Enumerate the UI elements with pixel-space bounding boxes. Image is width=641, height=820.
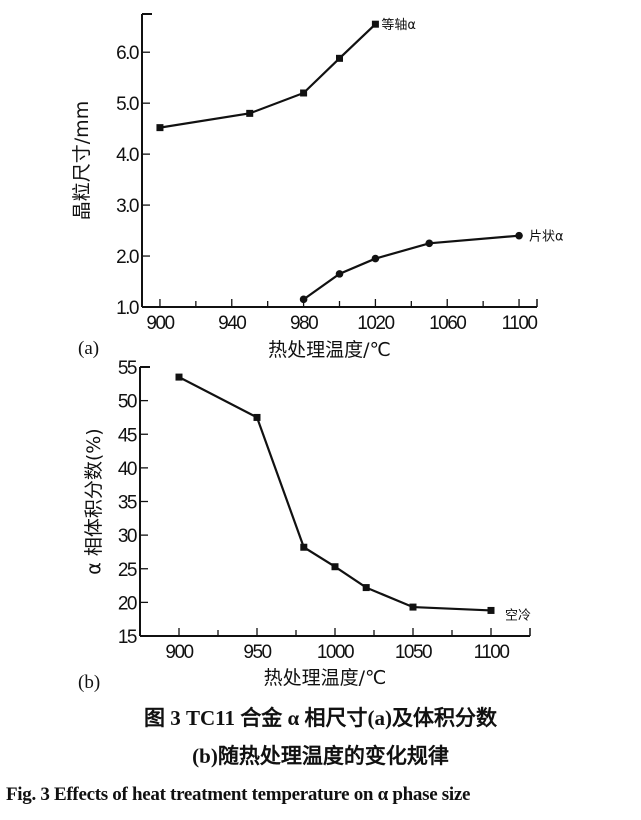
data-point — [425, 239, 434, 248]
x-axis-label: 热处理温度/℃ — [268, 339, 391, 361]
data-point — [300, 89, 308, 97]
data-point — [409, 603, 417, 611]
x-tick-label: 1020 — [357, 313, 394, 334]
x-tick-label: 1100 — [474, 642, 510, 663]
figure-canvas: 900 940 980 1020 1060 1100 1.0 2.0 3.0 4.0 5.0 6.0 热… — [71, 13, 564, 693]
y-tick-label: 6.0 — [116, 43, 139, 64]
caption-line-1: 图 3 TC11 合金 α 相尺寸(a)及体积分数 — [144, 706, 497, 730]
x-tick-label: 1050 — [395, 642, 432, 663]
series-line — [302, 234, 520, 301]
x-tick-label: 940 — [218, 313, 246, 334]
chart-b: 900 950 1000 1050 1100 15 20 25 30 35 40 45 50 55 热处理温… — [78, 358, 531, 693]
data-point — [371, 254, 380, 263]
x-axis-label: 热处理温度/℃ — [264, 667, 387, 689]
y-tick-label: 40 — [118, 459, 137, 480]
series-line — [178, 376, 492, 612]
y-tick-label: 3.0 — [116, 196, 139, 217]
panel-label: (a) — [78, 338, 99, 359]
data-point — [156, 124, 164, 132]
series-line — [159, 23, 377, 129]
y-tick-label: 1.0 — [116, 298, 139, 319]
y-tick-label: 50 — [118, 392, 137, 413]
data-point — [336, 54, 343, 62]
y-axis-label: α 相体积分数(%) — [83, 428, 105, 574]
caption-line-2: (b)随热处理温度的变化规律 — [192, 744, 449, 768]
x-tick-label: 950 — [243, 642, 271, 663]
x-tick-label: 1060 — [429, 313, 466, 334]
data-point — [175, 373, 183, 381]
y-tick-label: 5.0 — [116, 94, 139, 115]
chart-a: 900 940 980 1020 1060 1100 1.0 2.0 3.0 4.0 5.0 6.0 热… — [71, 13, 564, 361]
data-point — [246, 109, 254, 117]
data-point — [253, 413, 261, 421]
series-label: 空冷 — [505, 608, 531, 623]
data-point — [487, 606, 495, 614]
y-axis-label: 晶粒尺寸/mm — [71, 101, 93, 220]
series-label: 等轴α — [381, 17, 416, 33]
data-point — [331, 563, 339, 571]
y-tick-label: 35 — [118, 493, 137, 514]
y-tick-label: 2.0 — [116, 247, 139, 268]
data-point — [335, 270, 344, 278]
caption-line-3: Fig. 3 Effects of heat treatment tempera… — [6, 784, 471, 805]
y-tick-label: 20 — [118, 593, 137, 614]
panel-label: (b) — [78, 672, 100, 693]
data-point — [371, 20, 379, 28]
x-tick-label: 1000 — [317, 642, 354, 663]
y-tick-label: 55 — [118, 358, 137, 379]
data-point — [515, 231, 523, 240]
y-tick-label: 30 — [118, 526, 137, 547]
data-point — [362, 584, 370, 592]
x-tick-label: 1100 — [502, 313, 538, 334]
data-point — [300, 543, 308, 551]
x-tick-label: 900 — [165, 642, 193, 663]
x-tick-label: 900 — [146, 313, 174, 334]
y-tick-label: 15 — [118, 627, 137, 648]
y-tick-label: 4.0 — [116, 145, 139, 166]
x-tick-label: 980 — [290, 313, 318, 334]
y-tick-label: 45 — [118, 425, 137, 446]
series-label: 片状α — [529, 230, 564, 245]
y-tick-label: 25 — [118, 560, 137, 581]
data-point — [299, 295, 308, 304]
